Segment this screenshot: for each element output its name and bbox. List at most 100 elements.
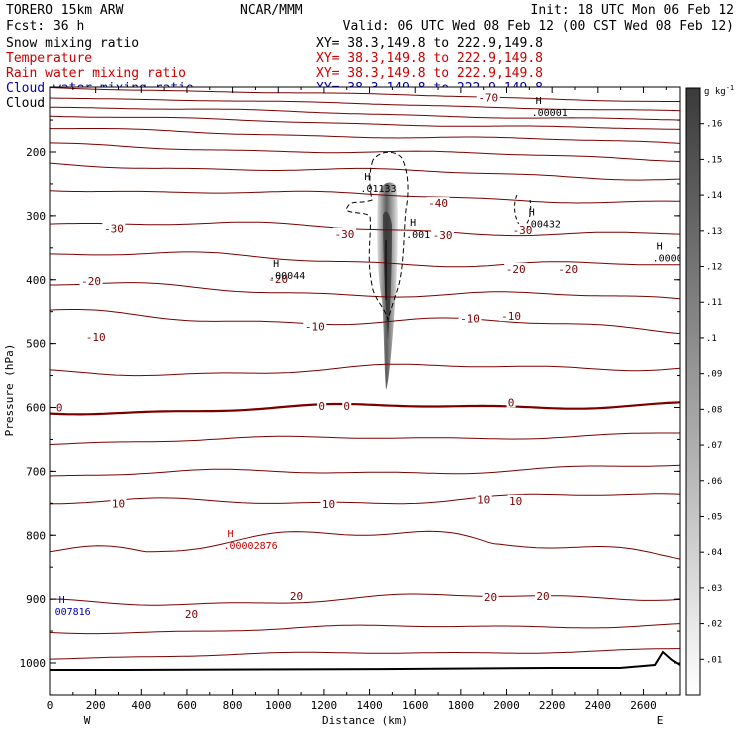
isotherm-line — [50, 106, 680, 121]
isotherm-label-bg — [426, 197, 450, 209]
legend-field-xy: XY= 38.3,149.8 to 222.9,149.8 — [316, 66, 543, 81]
isotherm-label: -10 — [86, 331, 106, 344]
colorbar-tick-label: .11 — [706, 298, 722, 308]
isotherm-label-bg — [476, 91, 500, 103]
y-tick-label: 500 — [26, 338, 46, 351]
center-label: NCAR/MMM — [240, 3, 303, 18]
isotherm-label-bg — [431, 229, 455, 241]
legend-field-xy: XY= 38.3,149.8 to 222.9,149.8 — [316, 51, 543, 66]
isotherm-label: 20 — [484, 591, 497, 604]
high-marker: H — [273, 259, 279, 270]
isotherm-label-bg — [342, 400, 352, 412]
high-value: .00044 — [269, 271, 305, 282]
high-marker: H — [410, 218, 416, 229]
colorbar-tick-label: .12 — [706, 263, 722, 273]
isotherm-line — [50, 432, 680, 445]
isotherm-label: -20 — [558, 263, 578, 276]
isotherm-line — [50, 493, 680, 505]
high-value: .001 — [406, 230, 430, 241]
isotherm-label-bg — [506, 396, 516, 408]
colorbar-tick-label: .15 — [706, 155, 722, 165]
colorbar-tick-label: .1 — [706, 334, 717, 344]
high-value: .00002876 — [223, 541, 277, 552]
high-marker: H — [529, 208, 535, 219]
legend-field-xy: XY= 38.3,149.8 to 222.9,149.8 — [316, 36, 543, 51]
isotherm-label-bg — [317, 400, 327, 412]
colorbar-tick-label: .04 — [706, 548, 722, 558]
isotherm-label: 10 — [322, 498, 335, 511]
distance-axis: 0 200 400 600 800 1000 1200 1400 1600 1800 2000 220… — [47, 87, 667, 712]
isotherm-line — [50, 282, 680, 300]
isotherm-label-bg — [288, 589, 305, 601]
isotherm-label-bg — [332, 227, 356, 239]
x-tick-label: 2400 — [585, 699, 612, 712]
isotherm-line — [50, 648, 680, 660]
high-marker: H — [227, 529, 233, 540]
legend-field-name: Temperature — [6, 51, 92, 66]
isotherm-label: 0 — [318, 400, 325, 413]
colorbar-tick-label: .06 — [706, 477, 722, 487]
isotherm-label-bg — [504, 262, 528, 274]
colorbar — [685, 87, 701, 696]
legend-field-name: Snow mixing ratio — [6, 36, 139, 51]
x-tick-label: 2000 — [493, 699, 520, 712]
colorbar-tick-label: .01 — [706, 655, 722, 665]
x-tick-label: 1800 — [448, 699, 475, 712]
isotherm-line — [50, 221, 680, 237]
isotherm-label: -20 — [268, 273, 288, 286]
high-value: .00001 — [532, 108, 568, 119]
high-marker: H — [59, 595, 65, 606]
isotherm-label: 0 — [56, 402, 63, 415]
isotherm-label-bg — [320, 497, 337, 509]
high-value: .00003 — [653, 254, 689, 265]
isotherm-label: -10 — [460, 313, 480, 326]
isotherm-label: 20 — [290, 590, 303, 603]
isotherm-label: -20 — [506, 263, 526, 276]
x-tick-label: 800 — [223, 699, 243, 712]
isotherm-line — [50, 87, 680, 102]
isotherm-line — [50, 128, 680, 144]
isotherm-label: -10 — [501, 310, 521, 323]
isotherm-label: -30 — [513, 224, 533, 237]
x-tick-label: 200 — [86, 699, 106, 712]
high-marker: H — [364, 172, 370, 183]
isotherm-label-bg — [303, 320, 327, 332]
y-tick-label: 600 — [26, 402, 46, 415]
y-tick-label: 200 — [26, 146, 46, 159]
y-axis-label: Pressure (hPa) — [3, 344, 16, 437]
isotherm-line — [50, 363, 680, 377]
valid-time: Valid: 06 UTC Wed 08 Feb 12 (00 CST Wed … — [343, 19, 734, 34]
high-marker: H — [536, 96, 542, 107]
isotherm-line — [50, 251, 680, 268]
isotherm-label-bg — [556, 262, 580, 274]
isotherm-label-bg — [79, 275, 103, 287]
x-axis-label: Distance (km) — [322, 714, 408, 727]
isotherm-line — [50, 97, 680, 112]
isotherm-label: 20 — [185, 608, 198, 621]
x-tick-label: 0 — [47, 699, 54, 712]
colorbar-tick-label: .14 — [706, 191, 722, 201]
colorbar-units: g kg-1 — [704, 84, 734, 97]
isotherm-label-bg — [511, 223, 534, 235]
isotherm-label: 10 — [112, 497, 125, 510]
y-tick-label: 300 — [26, 210, 46, 223]
x-tick-label: 1000 — [265, 699, 292, 712]
high-value: .01133 — [360, 184, 396, 195]
isotherm-label-bg — [266, 273, 290, 285]
forecast-hour: Fcst: 36 h — [6, 19, 84, 34]
high-value: 007816 — [55, 607, 91, 618]
isotherm-label-bg — [102, 222, 126, 234]
isotherm-label: -70 — [478, 92, 498, 105]
y-tick-label: 800 — [26, 529, 46, 542]
colorbar-tick-label: .03 — [706, 584, 722, 594]
isotherm-label: -30 — [335, 228, 355, 241]
init-time: Init: 18 UTC Mon 06 Feb 12 — [531, 3, 735, 18]
high-value: .00432 — [525, 220, 561, 231]
y-tick-label: 700 — [26, 465, 46, 478]
isotherm-line — [50, 142, 680, 162]
legend-field-name: Rain water mixing ratio — [6, 66, 186, 81]
isotherm-label-bg — [54, 401, 64, 413]
east-label: E — [657, 714, 664, 727]
